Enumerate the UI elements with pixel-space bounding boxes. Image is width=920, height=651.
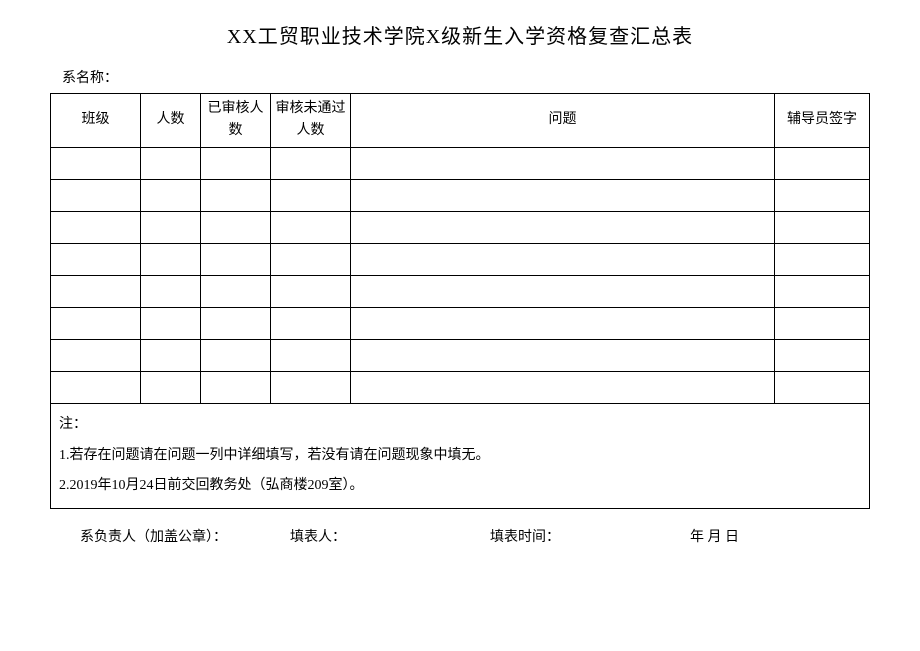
summary-table: 班级 人数 已审核人数 审核未通过人数 问题 辅导员签字 注： 1.若存在问题请… [50,93,870,509]
note-line-2: 1.若存在问题请在问题一列中详细填写，若没有请在问题现象中填无。 [59,441,861,472]
header-failed: 审核未通过人数 [271,94,351,148]
table-notes-row: 注： 1.若存在问题请在问题一列中详细填写，若没有请在问题现象中填无。 2.20… [51,403,870,508]
header-class: 班级 [51,94,141,148]
table-row [51,243,870,275]
table-row [51,211,870,243]
notes-cell: 注： 1.若存在问题请在问题一列中详细填写，若没有请在问题现象中填无。 2.20… [51,403,870,508]
table-row [51,339,870,371]
footer-filler: 填表人： [290,527,490,548]
header-reviewed: 已审核人数 [201,94,271,148]
table-header-row: 班级 人数 已审核人数 审核未通过人数 问题 辅导员签字 [51,94,870,148]
footer-date: 年 月 日 [690,527,840,548]
note-line-3: 2.2019年10月24日前交回教务处（弘商楼209室）。 [59,471,861,502]
header-issues: 问题 [351,94,775,148]
department-label: 系名称： [62,67,870,87]
header-count: 人数 [141,94,201,148]
table-row [51,307,870,339]
header-sign: 辅导员签字 [775,94,870,148]
table-row [51,275,870,307]
table-row [51,147,870,179]
note-line-1: 注： [59,410,861,441]
footer-row: 系负责人（加盖公章）： 填表人： 填表时间： 年 月 日 [50,527,870,548]
table-row [51,179,870,211]
footer-responsible: 系负责人（加盖公章）： [80,527,290,548]
page-title: XX工贸职业技术学院X级新生入学资格复查汇总表 [50,20,870,49]
table-row [51,371,870,403]
footer-fill-time: 填表时间： [490,527,690,548]
